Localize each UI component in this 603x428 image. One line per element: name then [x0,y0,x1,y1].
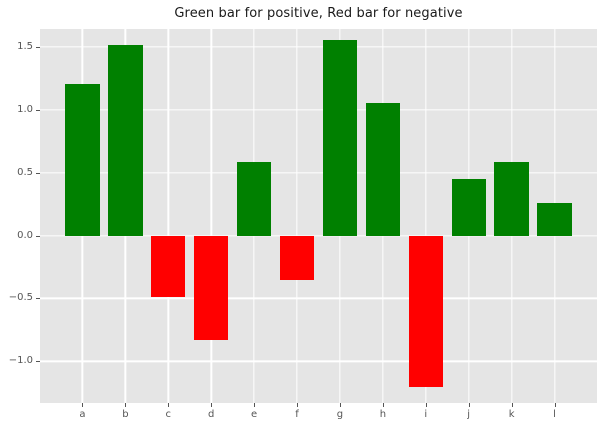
bar-c [151,235,186,298]
x-gridline [210,29,212,403]
x-tick-label: k [508,409,515,420]
y-gridline [40,234,597,237]
bar-h [365,103,401,236]
x-gridline [167,29,169,403]
x-tick-label: g [336,409,344,420]
y-tick-mark [36,361,40,362]
y-tick-mark [36,47,40,48]
bar-a [65,84,100,236]
bar-d [194,235,229,341]
bar-e [236,162,272,236]
x-tick-label: d [208,409,215,420]
bar-g [322,40,358,236]
y-tick-mark [36,298,40,299]
y-gridline [40,297,597,300]
bar-j [451,178,486,236]
x-tick-label: h [379,409,387,420]
y-gridline [40,45,597,48]
y-tick-label: −0.5 [8,292,33,304]
x-tick-label: j [467,409,471,420]
x-tick-label: b [122,409,129,420]
y-tick-mark [36,236,40,237]
x-gridline [296,29,298,403]
bar-b [108,45,143,236]
x-tick-mark [426,403,427,407]
y-tick-label: 1.0 [17,103,33,115]
chart-title: Green bar for positive, Red bar for nega… [174,6,463,21]
x-tick-label: l [553,409,556,420]
y-gridline [40,360,597,363]
y-gridline [40,171,597,174]
x-tick-mark [168,403,169,407]
x-tick-label: e [251,409,258,420]
x-tick-mark [512,403,513,407]
bar-k [494,162,529,236]
x-tick-mark [82,403,83,407]
x-tick-mark [211,403,212,407]
x-tick-label: a [79,409,86,420]
x-tick-mark [383,403,384,407]
bar-l [537,202,572,236]
y-tick-mark [36,173,40,174]
y-tick-label: 1.5 [17,40,33,52]
x-tick-label: c [165,409,172,420]
bar-i [408,235,443,387]
y-gridline [40,108,597,111]
x-tick-mark [297,403,298,407]
x-gridline [425,29,427,403]
y-tick-label: 0.5 [17,166,33,178]
bar-f [279,235,315,280]
x-tick-label: i [424,409,428,420]
x-tick-mark [340,403,341,407]
y-tick-label: −1.0 [8,355,33,367]
plot-area [40,29,597,403]
y-tick-mark [36,110,40,111]
x-tick-mark [555,403,556,407]
x-tick-mark [469,403,470,407]
x-tick-mark [254,403,255,407]
y-tick-label: 0.0 [17,229,33,241]
x-tick-label: f [295,409,299,420]
x-tick-mark [125,403,126,407]
